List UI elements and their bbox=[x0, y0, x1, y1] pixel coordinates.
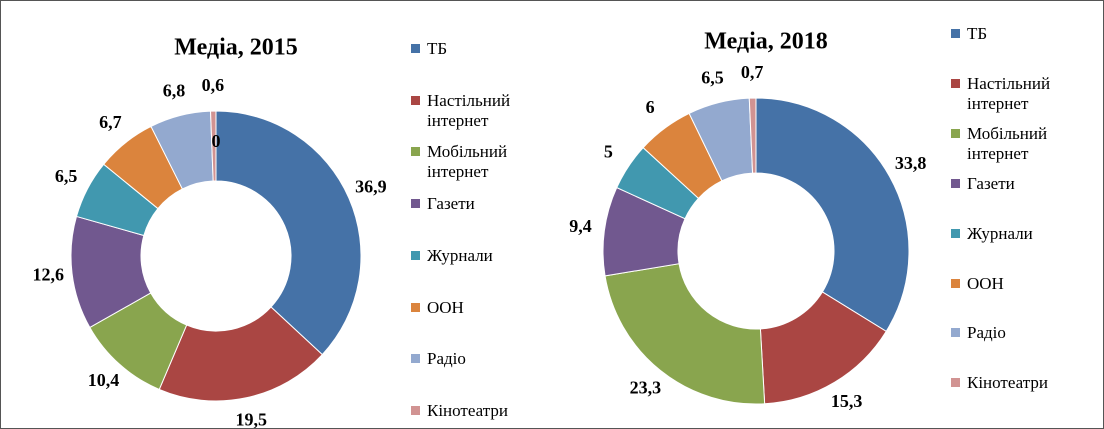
chart-title: Медіа, 2018 bbox=[704, 29, 827, 55]
donut-slice bbox=[604, 263, 766, 405]
legend-swatch bbox=[411, 354, 420, 364]
legend-label: ООН bbox=[427, 297, 464, 317]
data-label: 10,4 bbox=[88, 370, 120, 390]
legend-entry: Газети bbox=[951, 174, 1087, 194]
data-label: 5 bbox=[604, 141, 613, 161]
legend-label: Радіо bbox=[427, 349, 466, 369]
legend-label: Радіо bbox=[967, 323, 1006, 343]
legend-label: ООН bbox=[967, 273, 1004, 293]
data-label: 36,9 bbox=[355, 177, 387, 197]
legend-entry: ТБ bbox=[951, 24, 1087, 44]
data-label: 6 bbox=[646, 97, 655, 117]
legend-entry: Журнали bbox=[411, 246, 547, 266]
data-label: 12,6 bbox=[32, 264, 64, 284]
legend-swatch bbox=[951, 128, 960, 138]
legend-swatch bbox=[951, 178, 960, 188]
data-label: 0,6 bbox=[202, 75, 225, 95]
legend-label: Мобільний інтернет bbox=[967, 123, 1048, 163]
legend-swatch bbox=[951, 278, 960, 288]
legend-entry: Радіо bbox=[951, 323, 1087, 343]
data-label: 19,5 bbox=[236, 409, 268, 428]
legend-swatch bbox=[951, 228, 960, 238]
legend-swatch bbox=[411, 95, 420, 105]
legend-entry: Настільний інтернет bbox=[411, 91, 547, 131]
legend-label: ТБ bbox=[967, 24, 988, 43]
legend-entry: Радіо bbox=[411, 349, 547, 369]
donut-slice bbox=[210, 110, 217, 182]
legend-swatch bbox=[951, 78, 960, 88]
legend-swatch bbox=[411, 250, 420, 260]
legend-label: Мобільний інтернет bbox=[427, 142, 508, 182]
legend-label: Настільний інтернет bbox=[427, 90, 511, 130]
legend-swatch bbox=[951, 328, 960, 338]
data-label: 33,8 bbox=[895, 153, 927, 173]
data-label: 15,3 bbox=[831, 391, 863, 411]
legend-entry: ТБ bbox=[411, 39, 547, 59]
legend-entry: Кінотеатри bbox=[411, 401, 547, 421]
legend-swatch bbox=[951, 29, 960, 38]
legend-label: Газети bbox=[967, 173, 1015, 193]
data-label: 9,4 bbox=[569, 216, 592, 236]
donut-slice bbox=[755, 97, 910, 333]
legend-entry: Кінотеатри bbox=[951, 373, 1087, 393]
legend-label: Газети bbox=[427, 194, 475, 214]
legend-entry: Журнали bbox=[951, 224, 1087, 244]
legend-swatch bbox=[411, 147, 420, 157]
legend-swatch bbox=[411, 199, 420, 209]
legend-entry: Настільний інтернет bbox=[951, 74, 1087, 114]
chart-title: Медіа, 2015 bbox=[174, 35, 297, 61]
legend-entry: ООН bbox=[411, 298, 547, 318]
data-label: 23,3 bbox=[630, 377, 662, 397]
donut-slice bbox=[158, 306, 324, 402]
legend-swatch bbox=[411, 44, 420, 53]
legend-swatch bbox=[951, 378, 960, 388]
legend-entry: Мобільний інтернет bbox=[411, 142, 547, 182]
legend-label: Кінотеатри bbox=[967, 373, 1048, 393]
donut-slice bbox=[215, 110, 362, 356]
legend-entry: Мобільний інтернет bbox=[951, 124, 1087, 164]
legend-swatch bbox=[411, 302, 420, 312]
legend-label: Кінотеатри bbox=[427, 400, 508, 420]
donut-slice bbox=[748, 97, 757, 174]
legend-label: Журнали bbox=[427, 245, 493, 265]
data-label: 6,8 bbox=[163, 80, 186, 100]
legend-swatch bbox=[411, 405, 420, 415]
data-label: 0,7 bbox=[741, 62, 764, 82]
data-label: 6,5 bbox=[55, 166, 78, 186]
legend-entry: Газети bbox=[411, 194, 547, 214]
data-label: 6,7 bbox=[99, 112, 122, 132]
legend-label: Журнали bbox=[967, 223, 1033, 243]
data-label: 0 bbox=[212, 131, 221, 151]
data-label: 6,5 bbox=[701, 68, 724, 88]
legend-entry: ООН bbox=[951, 274, 1087, 294]
legend-label: ТБ bbox=[427, 39, 448, 58]
legend-label: Настільний інтернет bbox=[967, 73, 1051, 113]
